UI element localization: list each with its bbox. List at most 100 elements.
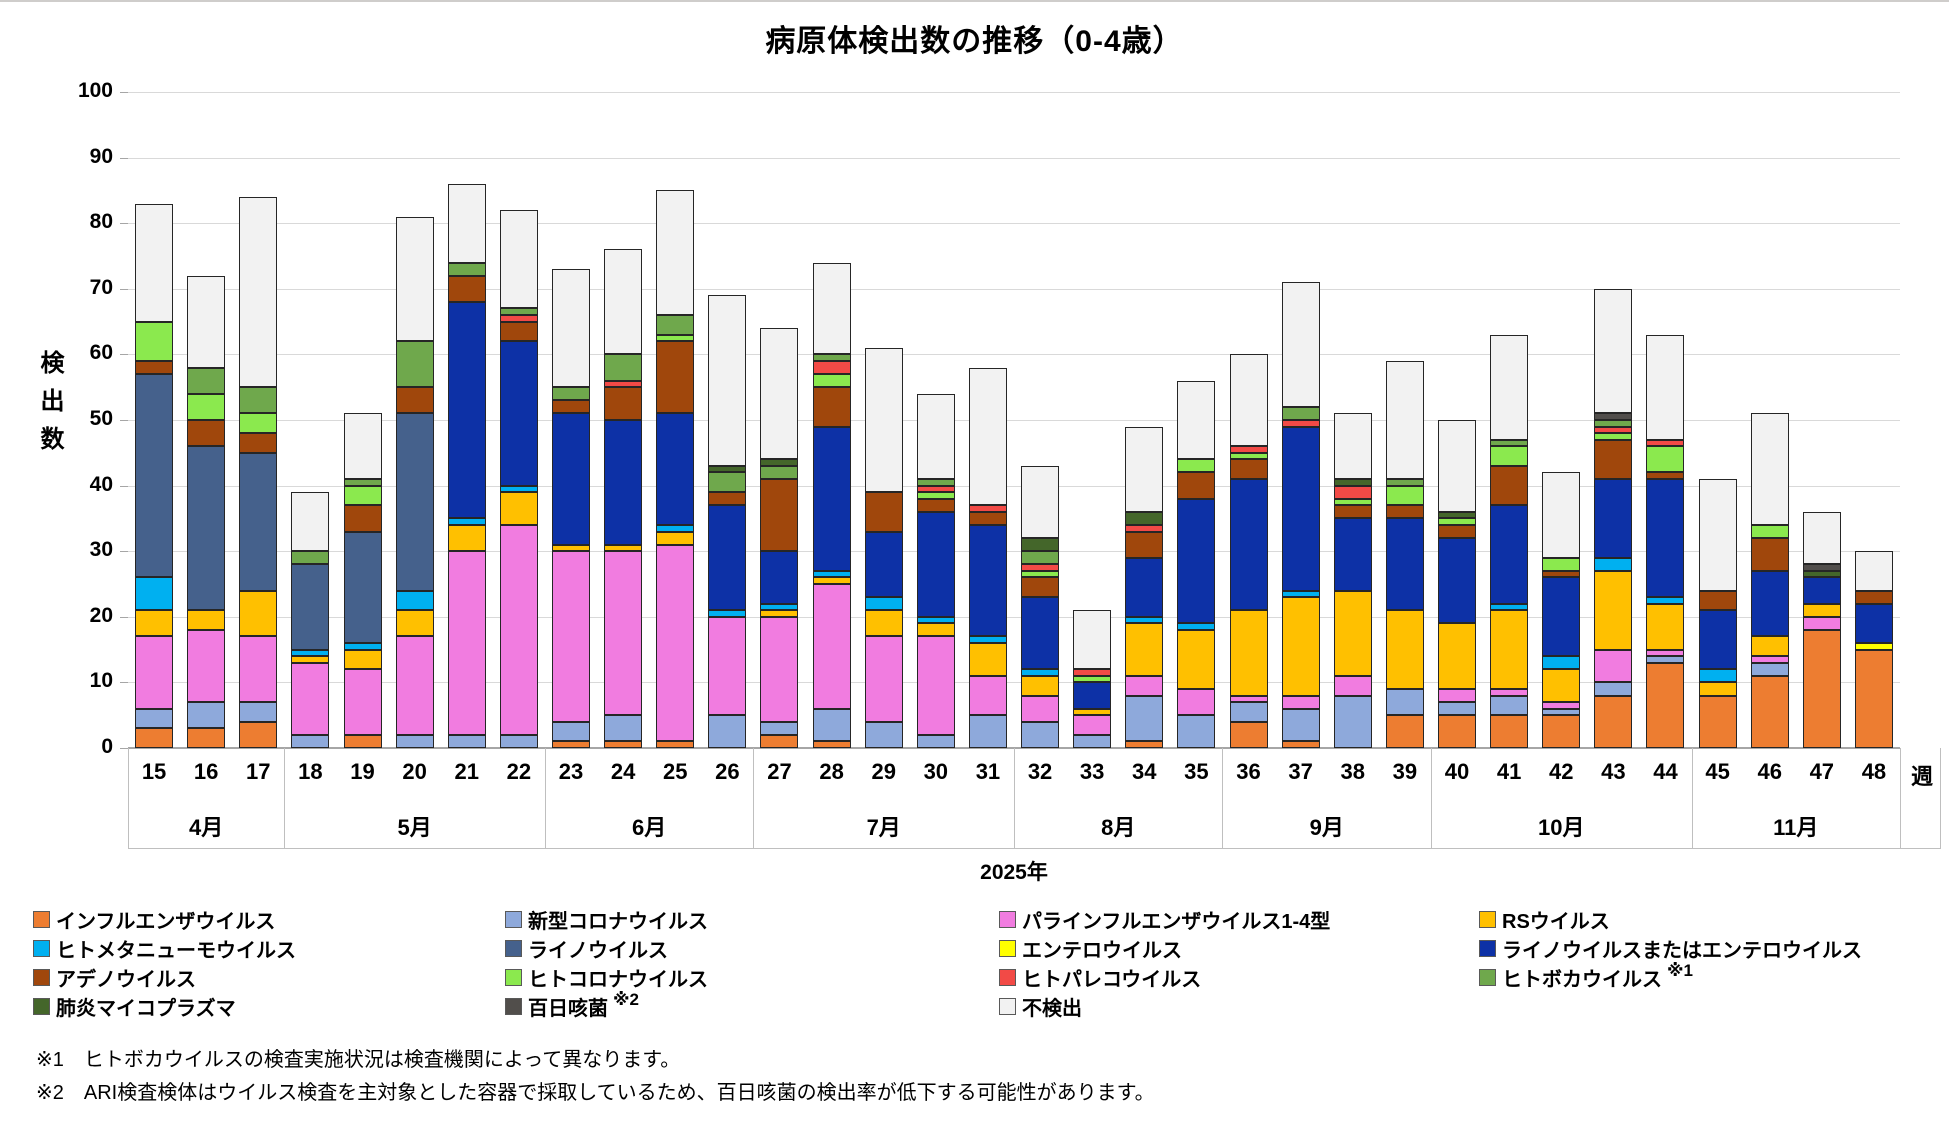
bar-segment-18 [291,662,330,735]
bar-segment-26 [708,505,747,611]
bar-segment-27 [760,721,799,735]
bar-segment-36 [1229,446,1268,453]
month-label: 9月 [1309,815,1344,840]
gridline-y20 [128,616,1900,618]
bar-segment-43 [1594,420,1633,427]
bar-segment-24 [604,715,643,742]
gridline-y40 [128,485,1900,487]
bar-segment-24 [604,249,643,355]
bar-segment-20 [395,636,434,735]
bar-segment-29 [864,597,903,611]
footnote-2: ※2 ARI検査検体はウイルス検査を主対象とした容器で採取しているため、百日咳菌… [36,1082,1155,1104]
legend-swatch-icon [505,969,522,986]
bar-segment-33 [1073,669,1112,676]
bar-segment-32 [1021,564,1060,571]
y-tick-label: 50 [89,407,113,430]
bar-segment-36 [1229,459,1268,480]
bar-segment-22 [499,734,538,748]
bar-segment-32 [1021,721,1060,748]
bar-segment-35 [1177,498,1216,624]
bar-segment-21 [447,183,486,263]
bar-segment-18 [291,551,330,565]
bar-segment-42 [1542,577,1581,657]
bar-segment-39 [1385,360,1424,480]
bar-segment-31 [968,715,1007,748]
y-tick [120,288,128,290]
bar-segment-41 [1490,465,1529,506]
legend-label: パラインフルエンザウイルス1-4型 [1022,911,1331,933]
bar-segment-41 [1490,688,1529,696]
y-tick-label: 60 [89,341,113,365]
bar-segment-46 [1750,413,1789,525]
bar-segment-22 [499,492,538,525]
bar-segment-25 [656,544,695,742]
legend-item-7: ライノウイルスまたはエンテロウイルス [1479,934,1943,963]
bar-segment-23 [552,741,590,748]
month-divider [544,748,546,848]
bar-segment-26 [708,465,747,473]
bar-segment-19 [343,413,382,480]
month-divider [128,748,129,848]
bar-segment-19 [343,734,382,748]
bar-segment-38 [1333,479,1372,486]
bar-segment-34 [1125,616,1164,624]
y-tick [120,223,128,225]
bar-segment-26 [708,715,747,748]
bar-segment-19 [343,669,382,735]
bar-segment-39 [1385,485,1424,506]
bar-segment-36 [1229,610,1268,696]
y-tick-label: 10 [89,669,113,693]
bar-segment-40 [1438,518,1476,525]
bar-segment-27 [760,610,799,617]
bar-segment-29 [864,721,903,748]
bar-segment-45 [1698,669,1737,683]
bar-segment-16 [187,420,226,447]
bar-segment-31 [968,505,1007,512]
bar-segment-38 [1333,695,1372,748]
legend-label: ヒトコロナウイルス [528,969,708,991]
bar-segment-41 [1490,505,1529,604]
bar-segment-46 [1750,524,1789,539]
bar-segment-27 [760,616,799,722]
y-tick-label: 20 [89,603,113,627]
bar-segment-19 [343,485,382,506]
bar-segment-28 [812,741,851,748]
bar-segment-28 [812,387,851,427]
bar-segment-28 [812,374,851,388]
bar-segment-15 [135,636,174,709]
week-label-28: 28 [819,759,844,784]
gridline-y50 [128,420,1900,421]
bar-segment-21 [447,518,486,525]
bar-segment-47 [1802,603,1841,617]
bar-segment-26 [708,472,747,493]
week-label-29: 29 [871,759,896,784]
legend-label: ライノウイルスまたはエンテロウイルス [1502,940,1862,962]
bar-segment-38 [1333,485,1372,499]
bar-segment-26 [708,492,747,506]
bar-segment-23 [552,413,590,545]
bar-segment-15 [135,577,174,611]
bar-segment-32 [1021,538,1060,552]
bar-segment-27 [760,734,799,748]
week-label-39: 39 [1392,759,1418,784]
bar-segment-18 [291,492,330,552]
bar-segment-38 [1333,518,1372,591]
bar-segment-19 [343,643,382,650]
bar-segment-24 [604,551,643,716]
bar-segment-32 [1021,675,1060,696]
bar-segment-35 [1177,380,1216,460]
bar-segment-47 [1802,616,1841,630]
bar-segment-34 [1125,675,1164,696]
legend-label: ヒトメタニューモウイルス [56,940,296,962]
y-tick [120,420,128,421]
bar-segment-15 [135,610,174,637]
legend-swatch-icon [1479,911,1496,928]
bar-segment-46 [1750,636,1789,657]
bar-segment-47 [1802,564,1841,571]
year-label: 2025年 [980,861,1048,884]
month-divider [1691,748,1693,848]
bar-segment-23 [552,387,590,401]
bar-segment-25 [656,741,695,748]
bar-segment-16 [187,610,226,630]
legend-label: ヒトボカウイルス [1502,969,1662,991]
